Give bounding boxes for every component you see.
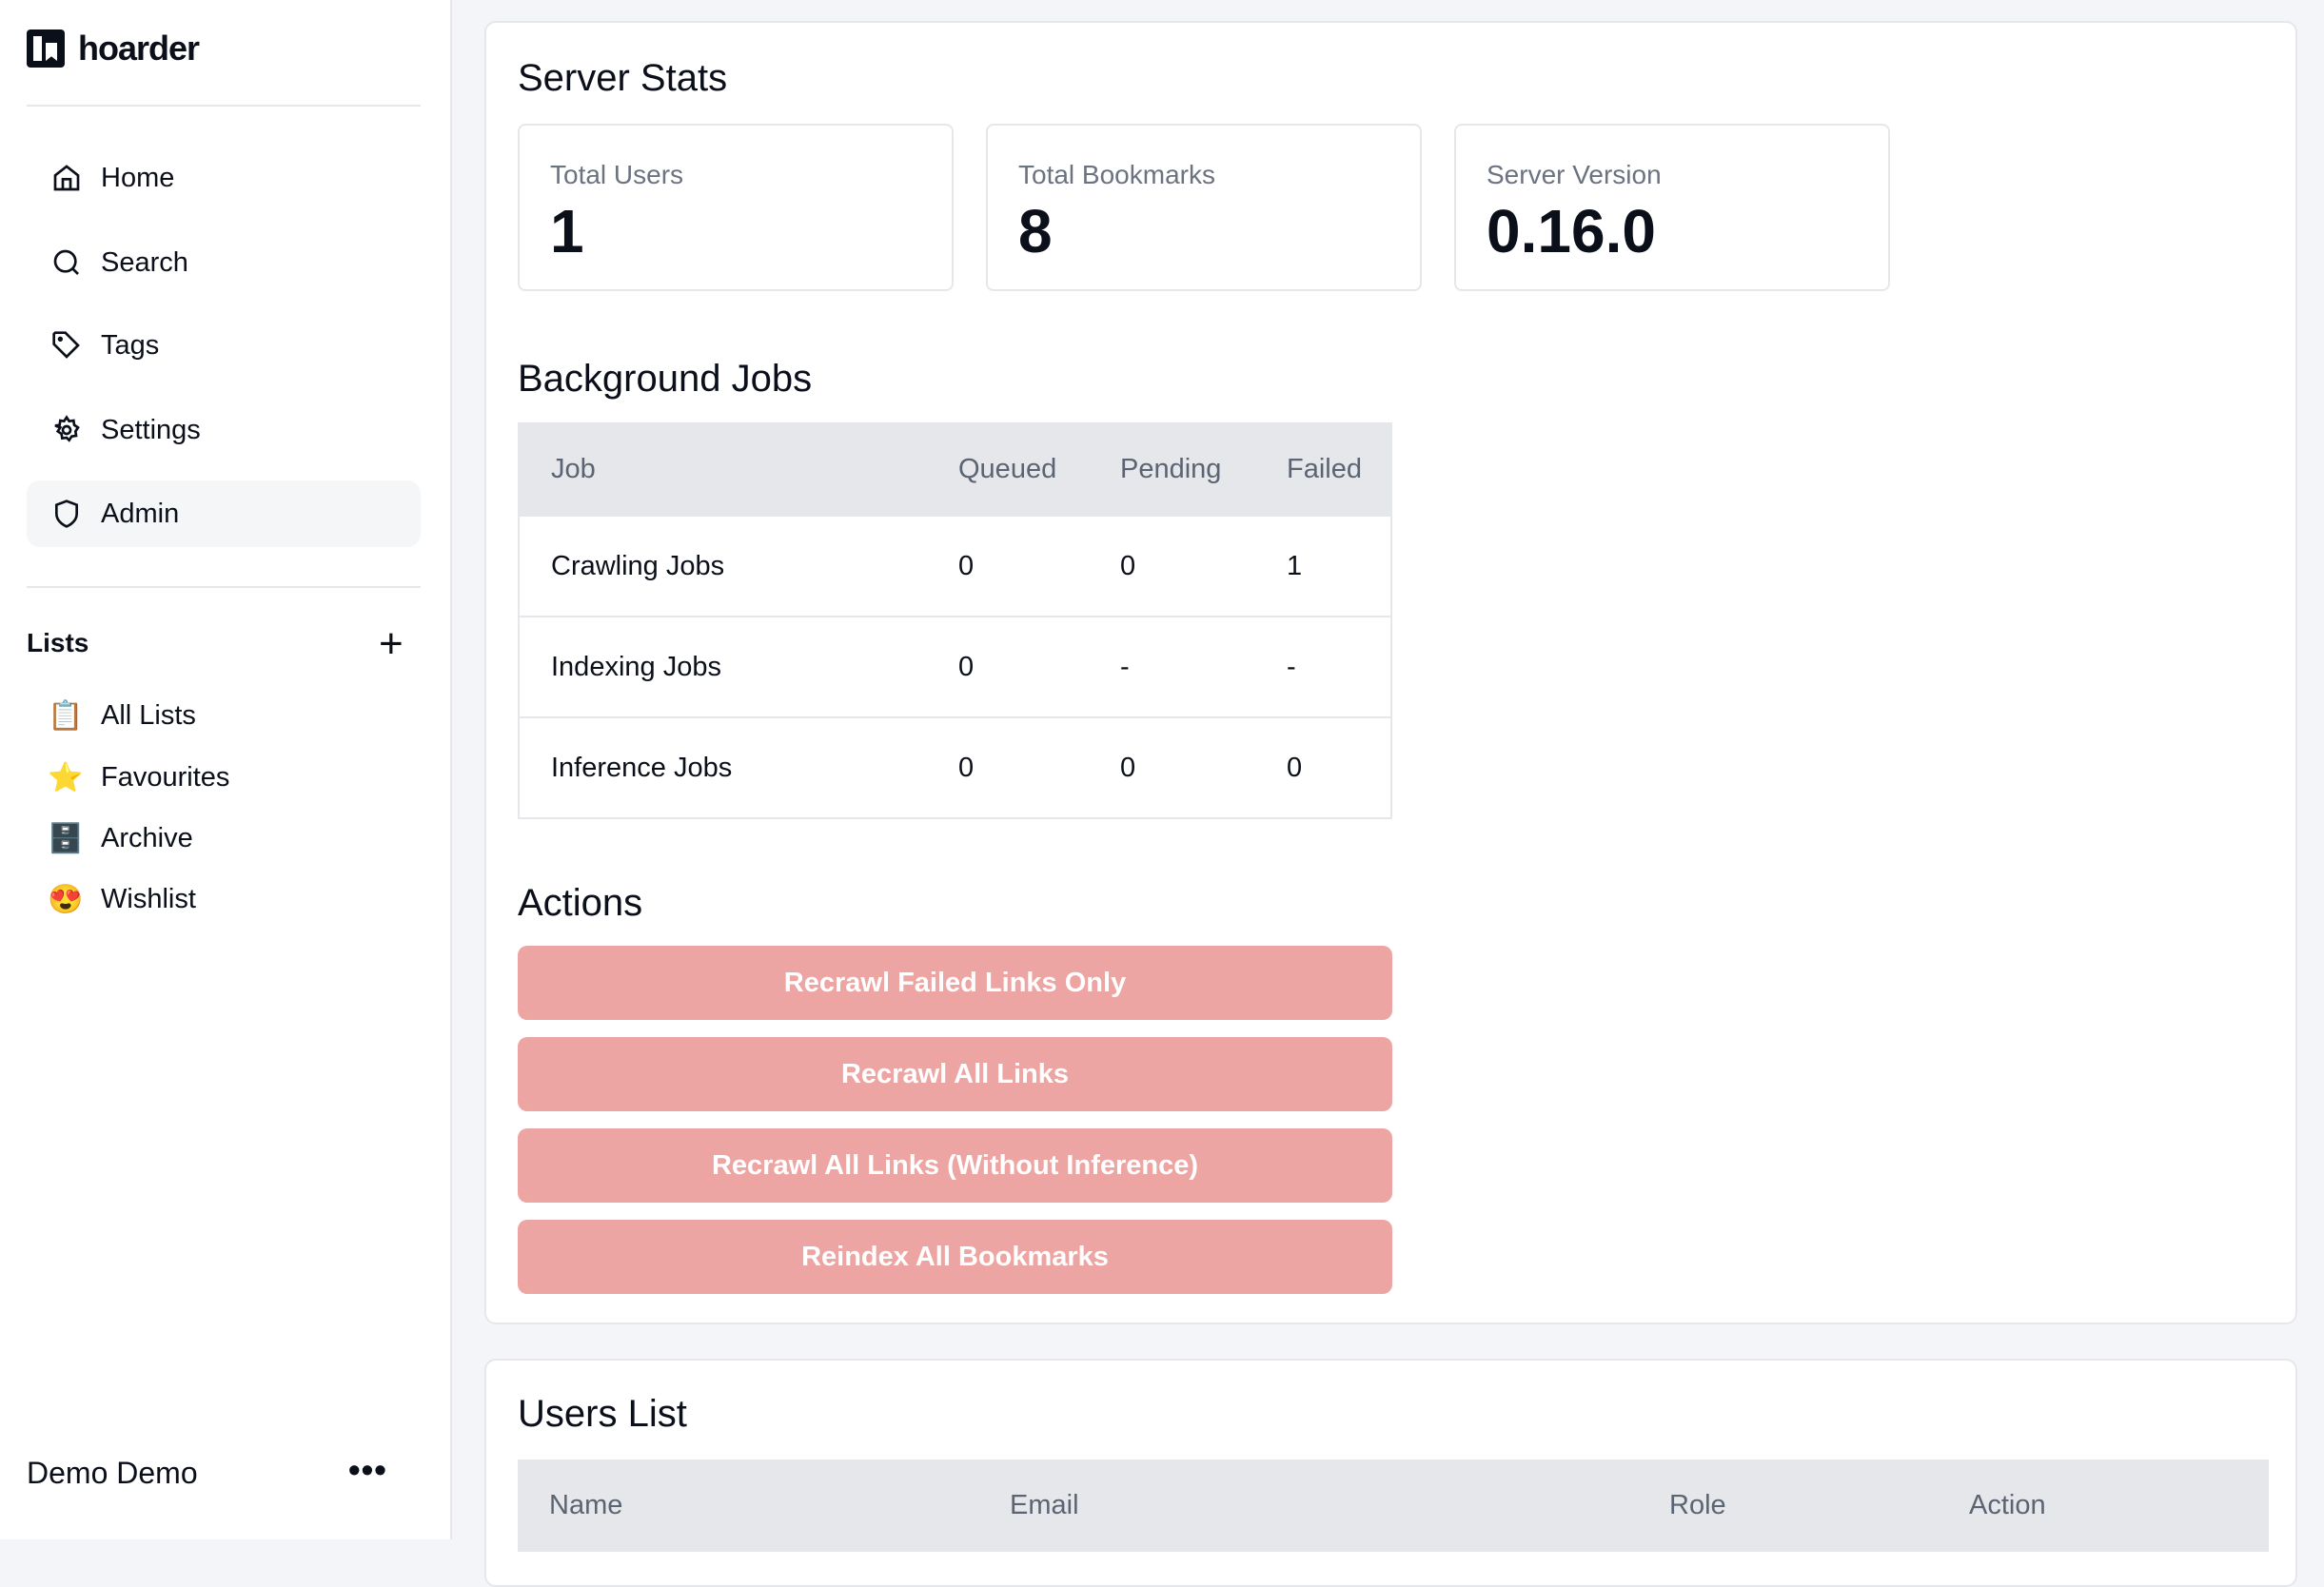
recrawl-failed-button[interactable]: Recrawl Failed Links Only — [518, 946, 1392, 1020]
divider — [27, 105, 421, 107]
users-table: Name Email Role Action — [518, 1460, 2269, 1552]
stat-total-users: Total Users 1 — [518, 124, 954, 291]
table-header: Job Queued Pending Failed — [519, 423, 1391, 516]
cell: 0 — [1089, 515, 1255, 617]
sidebar-item-admin[interactable]: Admin — [27, 480, 421, 547]
cell: Crawling Jobs — [519, 515, 927, 617]
table-row: Crawling Jobs 0 0 1 — [519, 515, 1391, 617]
actions-title: Actions — [518, 882, 643, 924]
sidebar-item-search[interactable]: Search — [27, 229, 421, 296]
column-header: Action — [1938, 1460, 2269, 1552]
logo-icon — [27, 29, 65, 68]
tag-icon — [49, 330, 84, 361]
table-row: Inference Jobs 0 0 0 — [519, 716, 1391, 818]
stat-server-version: Server Version 0.16.0 — [1454, 124, 1890, 291]
sidebar-item-settings[interactable]: Settings — [27, 397, 421, 463]
recrawl-all-button[interactable]: Recrawl All Links — [518, 1037, 1392, 1111]
stat-value: 1 — [550, 197, 584, 265]
stat-label: Total Bookmarks — [1018, 160, 1215, 189]
heart-eyes-icon: 😍 — [48, 883, 84, 915]
stat-label: Server Version — [1487, 160, 1662, 189]
app-name: hoarder — [78, 29, 200, 68]
user-name: Demo Demo — [27, 1456, 198, 1490]
users-card: Users List Name Email Role Action — [484, 1359, 2297, 1587]
column-header: Name — [518, 1460, 978, 1552]
cell: - — [1255, 616, 1391, 717]
sidebar-item-label: Search — [101, 246, 188, 278]
column-header: Job — [519, 423, 927, 516]
list-item-wishlist[interactable]: 😍 Wishlist — [27, 875, 196, 923]
background-jobs-title: Background Jobs — [518, 358, 813, 400]
stat-value: 0.16.0 — [1487, 197, 1656, 265]
server-stats-title: Server Stats — [518, 57, 728, 99]
column-header: Email — [978, 1460, 1638, 1552]
admin-card: Server Stats Total Users 1 Total Bookmark… — [484, 21, 2297, 1324]
list-item-all-lists[interactable]: 📋 All Lists — [27, 692, 196, 739]
gear-icon — [49, 415, 84, 445]
sidebar-item-home[interactable]: Home — [27, 145, 421, 211]
cell: 0 — [927, 616, 1089, 717]
logo[interactable]: hoarder — [27, 29, 200, 69]
reindex-bookmarks-button[interactable]: Reindex All Bookmarks — [518, 1220, 1392, 1294]
users-list-title: Users List — [518, 1393, 687, 1435]
star-icon: ⭐ — [48, 761, 84, 794]
home-icon — [49, 163, 84, 193]
sidebar-item-label: Home — [101, 162, 175, 193]
list-item-archive[interactable]: 🗄️ Archive — [27, 814, 193, 862]
sidebar: hoarder Home Search Tags Settings Admin … — [0, 0, 452, 1539]
cell: 0 — [927, 716, 1089, 818]
cell: 1 — [1255, 515, 1391, 617]
sidebar-item-label: Settings — [101, 414, 201, 445]
add-list-button[interactable]: + — [379, 620, 404, 667]
table-header: Name Email Role Action — [518, 1460, 2269, 1552]
jobs-table: Job Queued Pending Failed Crawling Jobs 0 0 1 … — [518, 422, 1392, 819]
cell: 0 — [1089, 716, 1255, 818]
cell: Indexing Jobs — [519, 616, 927, 717]
stat-total-bookmarks: Total Bookmarks 8 — [986, 124, 1422, 291]
stat-value: 8 — [1018, 197, 1053, 265]
cell: - — [1089, 616, 1255, 717]
column-header: Pending — [1089, 423, 1255, 516]
list-label: All Lists — [101, 699, 196, 731]
more-options-icon[interactable]: ••• — [348, 1450, 387, 1489]
cell: Inference Jobs — [519, 716, 927, 818]
stat-label: Total Users — [550, 160, 684, 189]
column-header: Queued — [927, 423, 1089, 516]
table-row: Indexing Jobs 0- - — [519, 616, 1391, 717]
search-icon — [49, 247, 84, 278]
recrawl-without-inference-button[interactable]: Recrawl All Links (Without Inference) — [518, 1128, 1392, 1203]
clipboard-icon: 📋 — [48, 699, 84, 732]
sidebar-item-tags[interactable]: Tags — [27, 312, 421, 379]
list-label: Archive — [101, 822, 193, 853]
column-header: Failed — [1255, 423, 1391, 516]
sidebar-item-label: Tags — [101, 329, 160, 361]
list-label: Favourites — [101, 761, 230, 793]
list-item-favourites[interactable]: ⭐ Favourites — [27, 754, 229, 801]
sidebar-item-label: Admin — [101, 498, 180, 529]
cabinet-icon: 🗄️ — [48, 822, 84, 854]
list-label: Wishlist — [101, 883, 196, 914]
divider — [27, 586, 421, 588]
column-header: Role — [1638, 1460, 1938, 1552]
shield-icon — [49, 499, 84, 529]
cell: 0 — [1255, 716, 1391, 818]
cell: 0 — [927, 515, 1089, 617]
lists-heading: Lists — [27, 628, 89, 657]
